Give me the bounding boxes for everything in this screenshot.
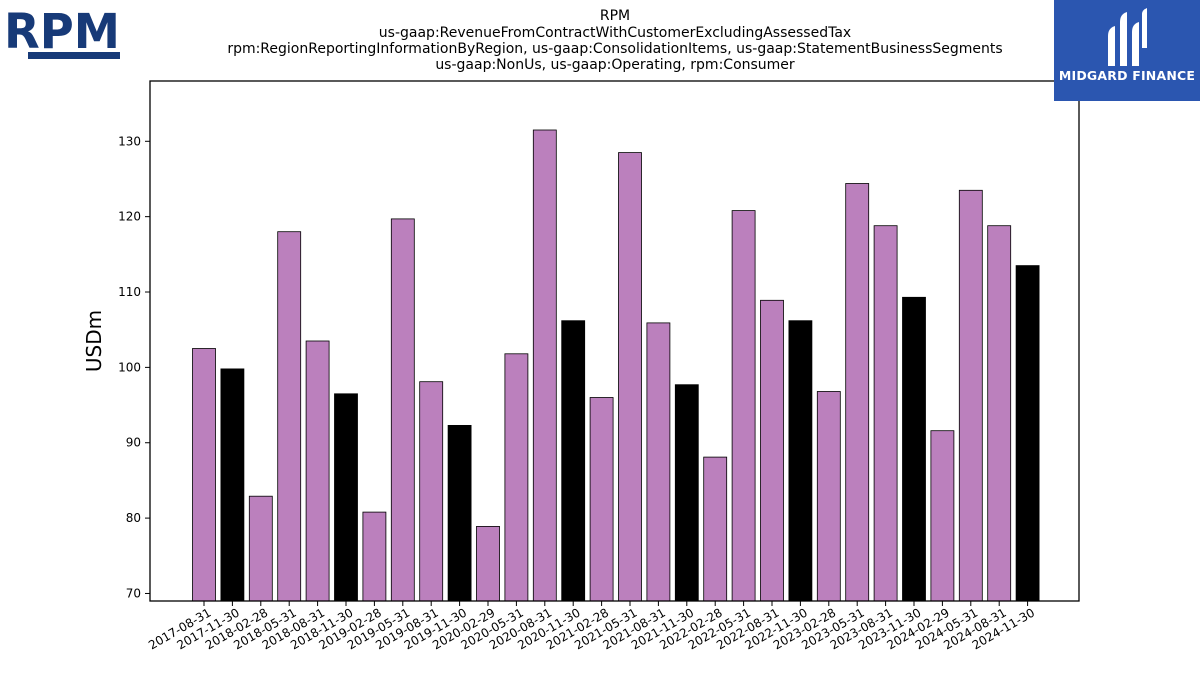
bar-2024-08-31 xyxy=(987,225,1012,602)
bar-2022-02-28 xyxy=(703,456,728,602)
bar-2019-11-30 xyxy=(447,424,472,602)
plot-frame xyxy=(149,80,1080,602)
bar-2023-02-28 xyxy=(816,391,841,602)
y-axis-ticks: 70 80 90 100 110 120 130 xyxy=(118,134,150,600)
bar-2023-08-31 xyxy=(873,225,898,602)
y-axis-label: USDm xyxy=(82,310,106,372)
bar-2024-05-31 xyxy=(958,189,983,602)
bar-2019-05-31 xyxy=(390,218,415,602)
bar-2020-05-31 xyxy=(504,353,529,602)
y-tick-label: 110 xyxy=(118,285,141,299)
chart-title: RPM xyxy=(600,8,630,24)
rpm-logo-underline xyxy=(28,52,120,59)
y-tick-label: 130 xyxy=(118,134,141,148)
bar-2020-08-31 xyxy=(532,129,557,602)
bar-2019-02-28 xyxy=(362,511,387,602)
midgard-finance-logo: MIDGARD FINANCE xyxy=(1054,0,1200,101)
rpm-logo: RPM xyxy=(4,4,122,62)
chart-subtitle-2: rpm:RegionReportingInformationByRegion, … xyxy=(227,41,1002,57)
bar-2024-02-29 xyxy=(930,430,955,602)
rpm-logo-text: RPM xyxy=(4,4,120,60)
bar-2018-05-31 xyxy=(277,231,302,602)
bar-2018-02-28 xyxy=(248,495,273,602)
bar-2017-11-30 xyxy=(220,368,245,602)
y-tick-label: 70 xyxy=(126,586,141,600)
bar-2022-08-31 xyxy=(760,299,784,602)
bar-2018-08-31 xyxy=(305,340,330,602)
y-tick-label: 100 xyxy=(118,360,141,374)
bar-2020-11-30 xyxy=(561,320,586,602)
bar-2018-11-30 xyxy=(334,393,358,602)
bar-2023-11-30 xyxy=(902,296,926,602)
bar-2024-11-30 xyxy=(1015,265,1040,602)
bar-2021-11-30 xyxy=(674,384,699,602)
bar-2022-05-31 xyxy=(731,210,756,602)
y-tick-label: 80 xyxy=(126,511,141,525)
bar-2021-08-31 xyxy=(646,322,671,602)
bars-layer xyxy=(192,129,1040,602)
y-tick-label: 90 xyxy=(126,436,141,450)
y-tick-label: 120 xyxy=(118,210,141,224)
bar-2023-05-31 xyxy=(845,183,870,602)
bar-2021-05-31 xyxy=(618,152,642,602)
chart-subtitle-3: us-gaap:NonUs, us-gaap:Operating, rpm:Co… xyxy=(435,57,795,73)
chart-subtitle-1: us-gaap:RevenueFromContractWithCustomerE… xyxy=(379,25,851,41)
bar-2019-08-31 xyxy=(419,381,444,602)
bar-2020-02-29 xyxy=(476,526,500,602)
bar-2021-02-28 xyxy=(589,397,614,602)
midgard-mark-icon xyxy=(1108,8,1147,66)
x-axis-ticks: 2017-08-312017-11-302018-02-282018-05-31… xyxy=(146,601,1037,652)
bar-2022-11-30 xyxy=(788,320,813,602)
midgard-finance-text: MIDGARD FINANCE xyxy=(1058,68,1196,83)
bar-2017-08-31 xyxy=(192,348,216,602)
